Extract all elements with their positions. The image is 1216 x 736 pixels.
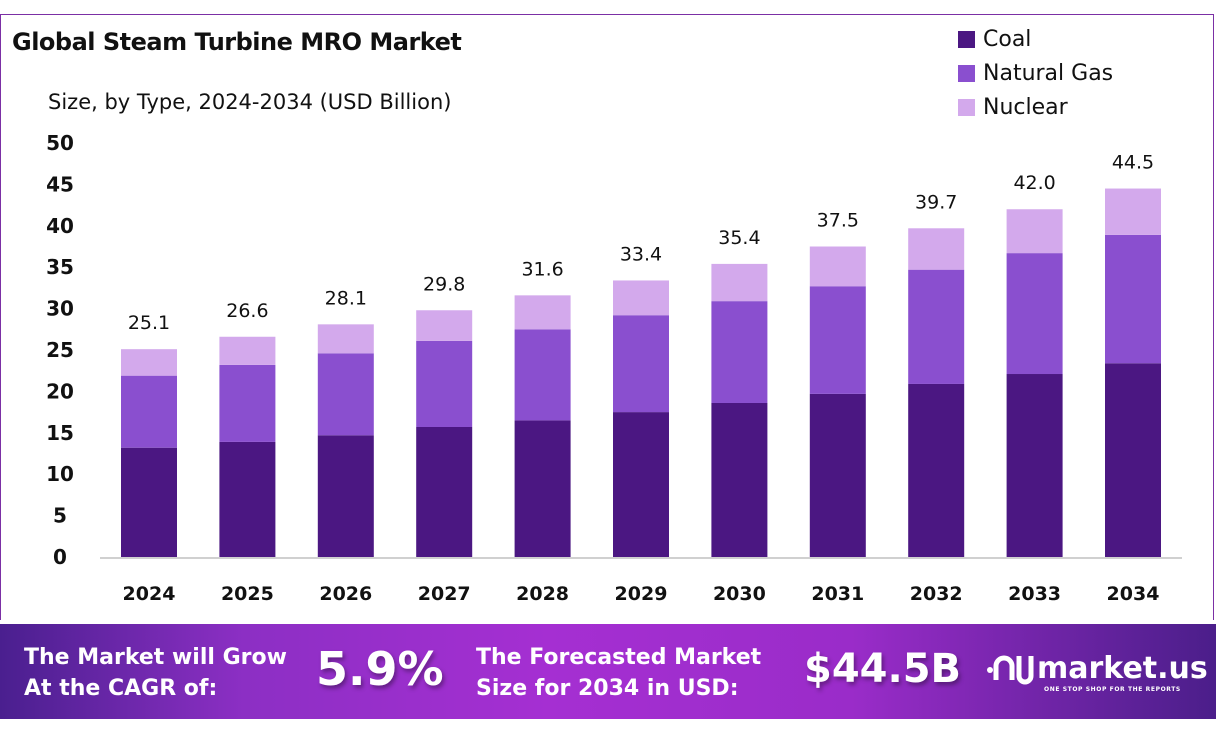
total-data-label: 37.5 bbox=[817, 210, 859, 232]
y-tick-label: 10 bbox=[46, 462, 74, 486]
bar-segment-natural-gas bbox=[121, 375, 177, 448]
bar-segment-nuclear bbox=[613, 280, 669, 316]
bar-segment-natural-gas bbox=[317, 353, 374, 436]
legend-item-coal: Coal bbox=[958, 22, 1113, 56]
legend-label: Coal bbox=[983, 26, 1032, 52]
bar-segment-coal bbox=[317, 435, 374, 557]
bar-segment-coal bbox=[1006, 374, 1063, 557]
bar-segment-coal bbox=[416, 427, 473, 557]
chart-frame bbox=[0, 14, 1214, 620]
bar-segment-natural-gas bbox=[1105, 234, 1161, 364]
total-data-label: 35.4 bbox=[718, 227, 760, 249]
x-tick-label: 2033 bbox=[1008, 583, 1061, 605]
y-tick-label: 40 bbox=[46, 214, 74, 238]
forecast-label-line: The Forecasted Market bbox=[476, 645, 762, 670]
x-tick-label: 2031 bbox=[811, 583, 864, 605]
legend-swatch bbox=[958, 98, 975, 116]
total-data-label: 44.5 bbox=[1112, 152, 1154, 174]
y-tick-label: 0 bbox=[53, 545, 67, 569]
x-tick-label: 2026 bbox=[319, 583, 372, 605]
x-tick-label: 2029 bbox=[615, 583, 668, 605]
x-tick-label: 2024 bbox=[123, 583, 176, 605]
total-data-label: 29.8 bbox=[423, 273, 465, 295]
legend-swatch bbox=[958, 30, 975, 48]
x-tick-label: 2028 bbox=[516, 583, 569, 605]
legend-label: Natural Gas bbox=[983, 60, 1114, 86]
cagr-label: The Market will Grow At the CAGR of: bbox=[24, 642, 287, 704]
bar-segment-coal bbox=[809, 393, 866, 557]
forecast-label-line: Size for 2034 in USD: bbox=[476, 676, 739, 701]
y-tick-label: 30 bbox=[46, 297, 74, 321]
total-data-label: 31.6 bbox=[521, 258, 563, 280]
y-tick-label: 35 bbox=[46, 255, 74, 279]
x-tick-label: 2027 bbox=[418, 583, 471, 605]
bar-segment-coal bbox=[219, 441, 276, 557]
brand-logo-icon bbox=[987, 655, 1034, 685]
bar-segment-nuclear bbox=[514, 295, 571, 330]
total-data-label: 26.6 bbox=[226, 300, 268, 322]
bar-segment-nuclear bbox=[416, 310, 473, 341]
cagr-label-line: The Market will Grow bbox=[24, 645, 287, 670]
chart-subtitle: Size, by Type, 2024-2034 (USD Billion) bbox=[48, 90, 452, 114]
bar-segment-nuclear bbox=[317, 324, 374, 354]
legend-swatch bbox=[958, 64, 975, 82]
total-data-label: 39.7 bbox=[915, 191, 957, 213]
forecast-value: $44.5B bbox=[804, 646, 962, 692]
bar-segment-nuclear bbox=[711, 263, 768, 302]
legend-item-nuclear: Nuclear bbox=[958, 90, 1113, 124]
bar-segment-natural-gas bbox=[613, 315, 669, 413]
chart-plot: 0510152025303540455025.1202426.6202528.1… bbox=[46, 131, 1182, 605]
bar-segment-coal bbox=[908, 383, 965, 557]
x-tick-label: 2030 bbox=[713, 583, 766, 605]
legend: Coal Natural Gas Nuclear bbox=[958, 22, 1113, 124]
bar-segment-nuclear bbox=[908, 228, 965, 270]
bar-segment-nuclear bbox=[809, 246, 866, 287]
brand-name: market.us bbox=[1037, 650, 1208, 686]
total-data-label: 33.4 bbox=[620, 243, 662, 265]
legend-item-natural-gas: Natural Gas bbox=[958, 56, 1113, 90]
cagr-value: 5.9% bbox=[316, 642, 444, 696]
total-data-label: 25.1 bbox=[128, 312, 170, 334]
bar-segment-nuclear bbox=[1105, 188, 1161, 235]
y-tick-label: 25 bbox=[46, 338, 74, 362]
total-data-label: 42.0 bbox=[1013, 172, 1055, 194]
bar-segment-nuclear bbox=[121, 349, 177, 376]
bar-segment-nuclear bbox=[219, 336, 276, 365]
bar-segment-nuclear bbox=[1006, 209, 1063, 254]
total-data-label: 28.1 bbox=[325, 287, 367, 309]
y-tick-label: 5 bbox=[53, 504, 67, 528]
cagr-label-line: At the CAGR of: bbox=[24, 676, 218, 701]
x-tick-label: 2025 bbox=[221, 583, 274, 605]
bar-segment-natural-gas bbox=[809, 286, 866, 394]
y-tick-label: 20 bbox=[46, 379, 74, 403]
bar-segment-coal bbox=[121, 447, 177, 557]
bar-segment-natural-gas bbox=[1006, 253, 1063, 375]
x-tick-label: 2032 bbox=[910, 583, 963, 605]
bar-segment-natural-gas bbox=[416, 340, 473, 428]
bar-segment-natural-gas bbox=[514, 329, 571, 421]
bar-segment-coal bbox=[613, 412, 669, 557]
x-tick-label: 2034 bbox=[1107, 583, 1160, 605]
brand-logo: market.us bbox=[985, 650, 1208, 686]
summary-banner: The Market will Grow At the CAGR of: 5.9%… bbox=[0, 624, 1216, 719]
forecast-label: The Forecasted Market Size for 2034 in US… bbox=[476, 642, 761, 704]
bar-segment-coal bbox=[711, 402, 768, 557]
y-tick-label: 15 bbox=[46, 421, 74, 445]
bar-segment-natural-gas bbox=[219, 364, 276, 442]
bar-segment-natural-gas bbox=[711, 301, 768, 403]
brand-tagline: ONE STOP SHOP FOR THE REPORTS bbox=[1044, 686, 1181, 693]
y-tick-label: 50 bbox=[46, 131, 74, 155]
chart-title: Global Steam Turbine MRO Market bbox=[12, 28, 462, 56]
legend-label: Nuclear bbox=[983, 94, 1068, 120]
y-tick-label: 45 bbox=[46, 172, 74, 196]
bar-segment-natural-gas bbox=[908, 269, 965, 384]
bar-segment-coal bbox=[514, 420, 571, 557]
bar-segment-coal bbox=[1105, 363, 1161, 557]
